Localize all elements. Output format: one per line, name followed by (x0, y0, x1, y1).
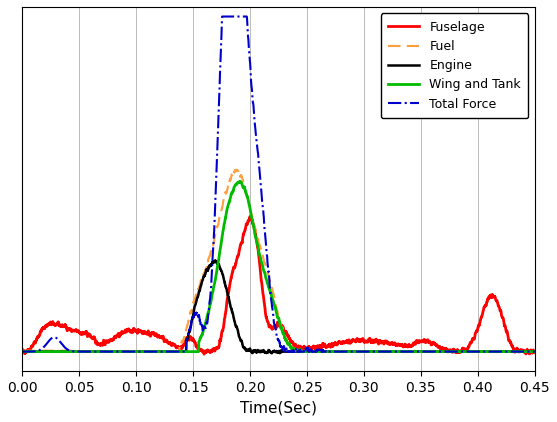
Fuel (522, 349, 529, 354)
Engine (522, 349, 529, 354)
Engine (212, 258, 219, 263)
Wing and Tank (77, 349, 84, 354)
Wing and Tank (531, 349, 538, 354)
Fuselage (216, 344, 222, 349)
Total Force (466, 349, 473, 354)
Fuselage (108, 338, 114, 343)
Wing and Tank (237, 179, 243, 184)
Wing and Tank (238, 180, 245, 185)
Fuselage (19, 349, 26, 354)
Fuselage (238, 241, 245, 246)
Fuselage (531, 349, 538, 354)
Total Force (108, 349, 114, 354)
Wing and Tank (466, 349, 473, 354)
Fuel (466, 349, 473, 354)
Total Force (522, 349, 529, 354)
Fuselage (77, 331, 84, 336)
Line: Fuselage: Fuselage (22, 216, 535, 354)
Total Force (531, 349, 538, 354)
Total Force (316, 349, 323, 354)
Fuel (216, 217, 222, 222)
Fuel (531, 349, 538, 354)
Fuselage (466, 342, 473, 347)
Total Force (216, 107, 222, 112)
Fuel (233, 167, 240, 172)
Fuel (76, 349, 82, 354)
Engine (531, 349, 538, 354)
Fuel (238, 173, 245, 178)
Wing and Tank (108, 349, 114, 354)
Engine (268, 351, 275, 356)
Engine (466, 349, 473, 354)
Fuselage (522, 349, 529, 354)
Line: Total Force: Total Force (22, 16, 535, 352)
Engine (108, 349, 114, 354)
Engine (238, 338, 245, 343)
Total Force (219, 14, 226, 19)
Wing and Tank (19, 349, 26, 354)
Total Force (77, 349, 84, 354)
Line: Engine: Engine (22, 260, 535, 353)
X-axis label: Time(Sec): Time(Sec) (240, 400, 317, 415)
Line: Wing and Tank: Wing and Tank (22, 181, 535, 352)
Wing and Tank (216, 257, 222, 262)
Fuselage (201, 352, 207, 357)
Fuel (108, 349, 115, 354)
Fuel (77, 349, 84, 354)
Legend: Fuselage, Fuel, Engine, Wing and Tank, Total Force: Fuselage, Fuel, Engine, Wing and Tank, T… (380, 13, 529, 118)
Engine (19, 349, 26, 354)
Line: Fuel: Fuel (22, 170, 535, 352)
Engine (216, 262, 222, 267)
Fuel (19, 348, 26, 353)
Wing and Tank (521, 349, 528, 354)
Total Force (19, 349, 26, 354)
Fuselage (247, 214, 253, 219)
Total Force (238, 14, 245, 19)
Engine (77, 349, 84, 354)
